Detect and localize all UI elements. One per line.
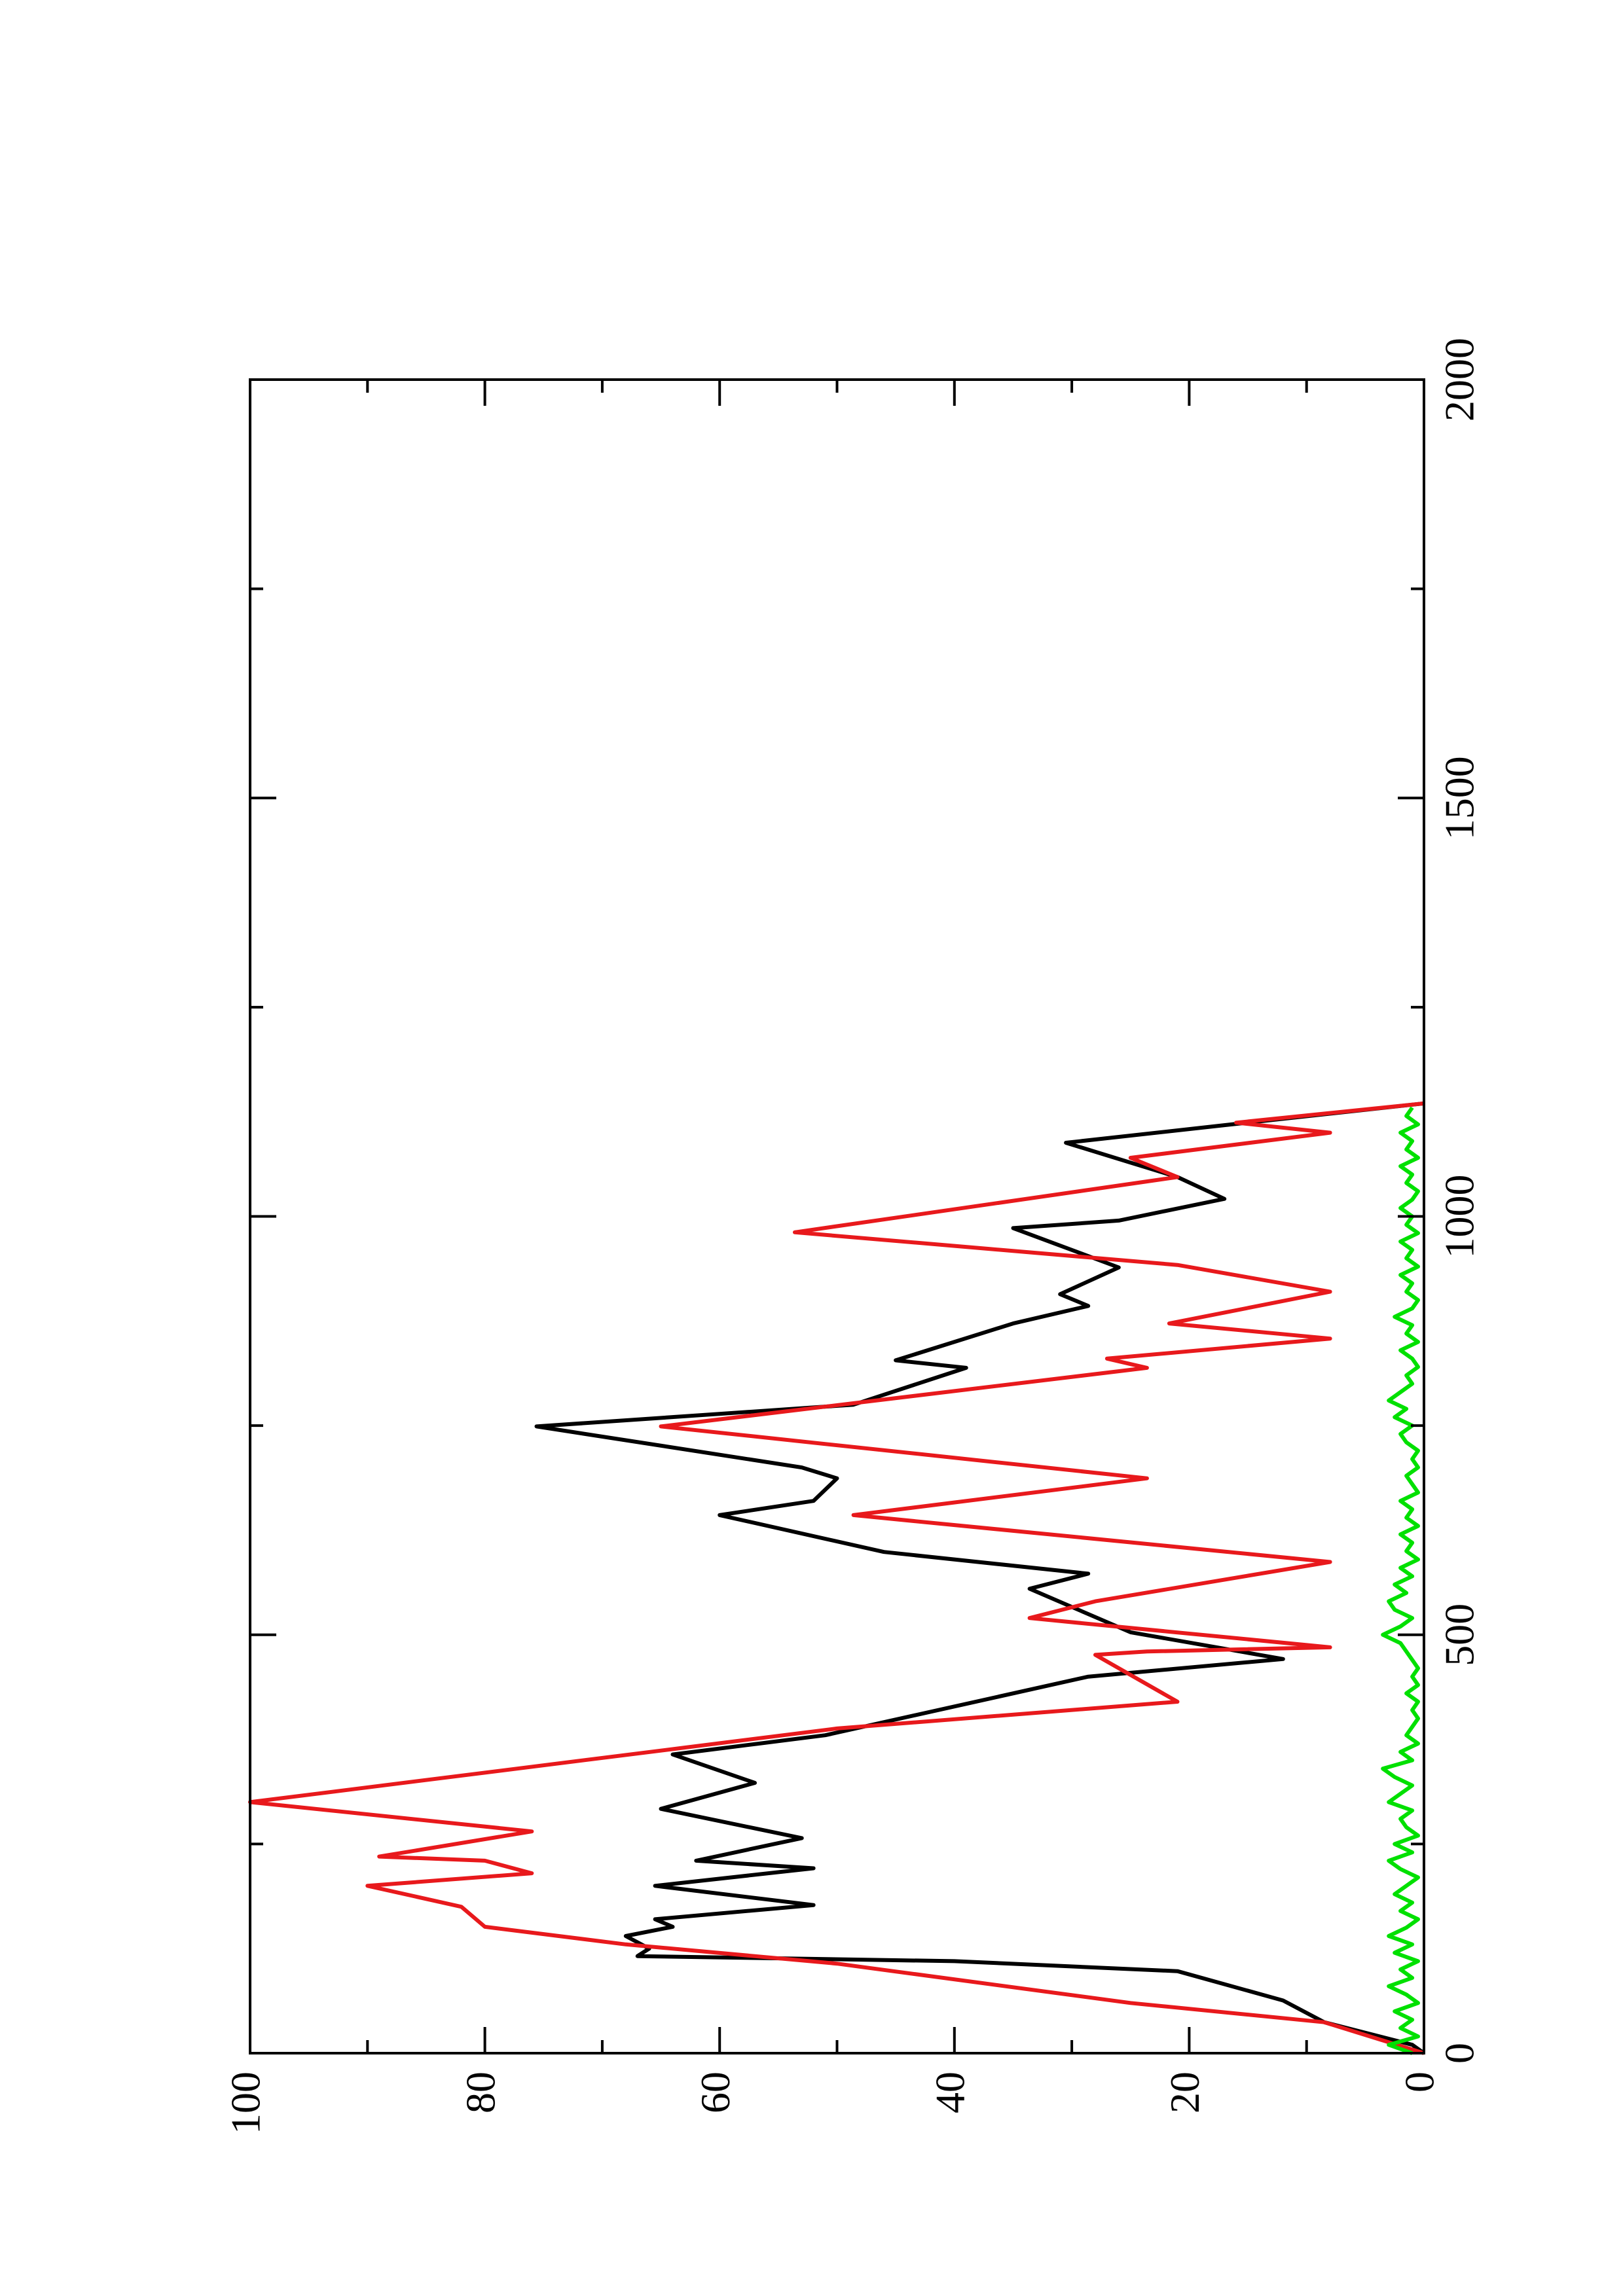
y-tick-label: 0 [1396, 2072, 1443, 2092]
y-tick-label: 40 [926, 2072, 973, 2113]
y-tick-label: 80 [457, 2072, 503, 2113]
y-tick-label: 20 [1161, 2072, 1208, 2113]
x-tick-label: 1500 [1436, 756, 1483, 840]
series-line [534, 1101, 1425, 2055]
plot-area: 0 500 1000 1500 2000 0 20 40 60 80 100 [223, 338, 1483, 2134]
series-line [1381, 1106, 1420, 2055]
x-tick-label: 1000 [1436, 1175, 1483, 1259]
series-line [248, 1101, 1425, 2055]
x-tick-label: 2000 [1436, 338, 1483, 422]
y-tick-label: 100 [223, 2072, 269, 2134]
plot-frame [249, 378, 1425, 2054]
y-tick-label: 60 [692, 2072, 739, 2113]
x-tick-label: 500 [1436, 1604, 1483, 1666]
x-tick-label: 0 [1436, 2043, 1483, 2064]
